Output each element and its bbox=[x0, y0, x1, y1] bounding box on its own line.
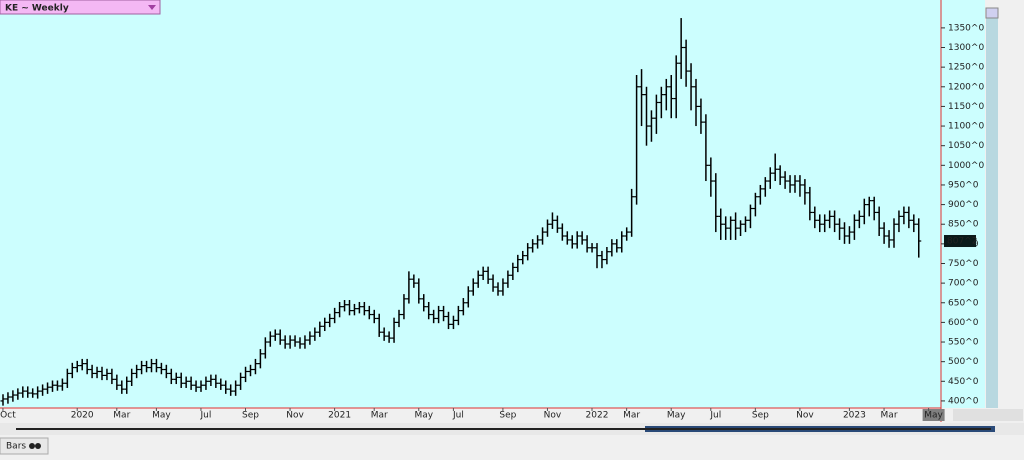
y-tick-label: 500^0 bbox=[948, 357, 979, 367]
y-tick-label: 700^0 bbox=[948, 279, 979, 289]
last-value-label: 807^2 bbox=[947, 237, 977, 247]
x-tick-label: Nov bbox=[796, 411, 814, 421]
dropdown-arrow[interactable] bbox=[148, 5, 156, 10]
chart-title: KE ~ Weekly bbox=[5, 4, 69, 14]
current-period-box bbox=[922, 409, 945, 421]
y-tick-label: 450^0 bbox=[948, 377, 979, 387]
x-tick-label: Mar bbox=[371, 411, 388, 421]
y-tick-label: 1250^0 bbox=[948, 63, 984, 73]
scroll-track bbox=[16, 428, 991, 430]
y-tick-label: 1300^0 bbox=[948, 43, 984, 53]
x-tick-label: Sep bbox=[752, 411, 769, 421]
x-tick-label: Mar bbox=[113, 411, 130, 421]
plot-area bbox=[0, 0, 941, 408]
side-strip bbox=[986, 18, 998, 408]
x-tick-label: Jul bbox=[200, 411, 212, 421]
y-tick-label: 950^0 bbox=[948, 180, 979, 190]
x-tick-label: 2021 bbox=[328, 411, 351, 421]
x-tick-label: May bbox=[414, 411, 433, 421]
y-tick-label: 1000^0 bbox=[948, 161, 984, 171]
y-tick-label: 400^0 bbox=[948, 396, 979, 406]
y-tick-label: 900^0 bbox=[948, 200, 979, 210]
x-tick-label: Oct bbox=[0, 411, 16, 421]
x-tick-label: 2020 bbox=[71, 411, 94, 421]
x-tick-label: 2023 bbox=[843, 411, 866, 421]
symbol-box[interactable] bbox=[0, 0, 161, 15]
y-tick-label: 550^0 bbox=[948, 338, 979, 348]
x-tick-label: Nov bbox=[544, 411, 562, 421]
y-tick-label: 600^0 bbox=[948, 318, 979, 328]
y-tick-label: 1200^0 bbox=[948, 82, 984, 92]
x-tick-label: Mar bbox=[623, 411, 640, 421]
x-tick-label: May bbox=[924, 411, 943, 421]
x-tick-label: Jul bbox=[709, 411, 721, 421]
price-axis bbox=[941, 0, 985, 408]
y-tick-label: 1050^0 bbox=[948, 141, 984, 151]
last-value-box bbox=[944, 235, 976, 248]
x-tick-label: Mar bbox=[881, 411, 898, 421]
x-tick-label: Sep bbox=[242, 411, 259, 421]
x-tick-label: Sep bbox=[499, 411, 516, 421]
y-tick-label: 1150^0 bbox=[948, 102, 984, 112]
tab[interactable] bbox=[0, 437, 49, 455]
x-tick-label: 2022 bbox=[586, 411, 609, 421]
y-tick-label: 850^0 bbox=[948, 220, 979, 230]
y-tick-label: 1350^0 bbox=[948, 23, 984, 33]
y-tick-label: 650^0 bbox=[948, 298, 979, 308]
y-tick-label: 750^0 bbox=[948, 259, 979, 269]
toolbar[interactable] bbox=[953, 409, 1023, 421]
tab-icon bbox=[35, 443, 41, 449]
x-tick-label: Nov bbox=[286, 411, 304, 421]
y-tick-label: 1100^0 bbox=[948, 122, 984, 132]
tab-label[interactable]: Bars bbox=[6, 442, 26, 452]
bs-icon[interactable] bbox=[985, 7, 999, 19]
tab-icon bbox=[29, 443, 35, 449]
x-tick-label: May bbox=[152, 411, 171, 421]
x-tick-label: May bbox=[667, 411, 686, 421]
x-tick-label: Jul bbox=[452, 411, 464, 421]
